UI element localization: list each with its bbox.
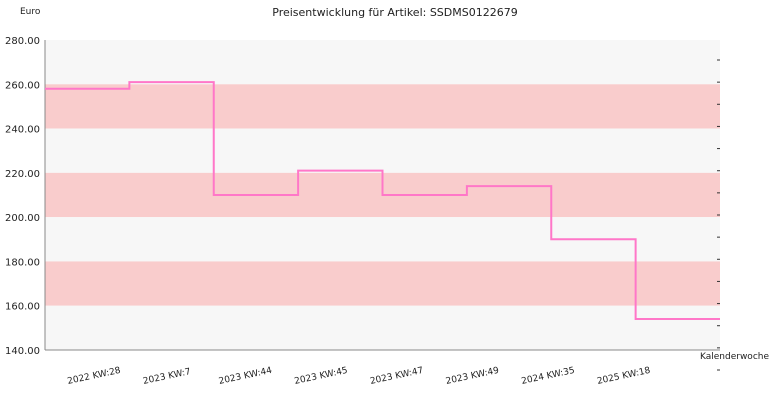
x-tick-label: 2023 KW:45 xyxy=(294,366,349,387)
y-axis-label: Euro xyxy=(20,7,41,17)
y-tick-label: 280.00 xyxy=(5,36,40,47)
x-tick-label: 2025 KW:18 xyxy=(596,366,651,387)
background-band xyxy=(45,305,720,350)
y-tick-label: 220.00 xyxy=(5,169,40,180)
y-tick-label: 140.00 xyxy=(5,346,40,357)
y-tick-label: 180.00 xyxy=(5,257,40,268)
x-tick-label: 2023 KW:7 xyxy=(142,367,192,387)
background-band xyxy=(45,40,720,85)
x-tick-label: 2023 KW:44 xyxy=(218,366,273,387)
background-band xyxy=(45,84,720,129)
series-line-price xyxy=(45,81,720,320)
x-axis-label: Kalenderwoche xyxy=(700,352,769,362)
y-tick-label: 200.00 xyxy=(5,213,40,224)
right-minor-ticks xyxy=(717,59,720,371)
background-band xyxy=(45,128,720,173)
background-band xyxy=(45,261,720,306)
y-tick-label: 260.00 xyxy=(5,80,40,91)
x-tick-label: 2023 KW:49 xyxy=(445,366,500,387)
y-tick-label: 240.00 xyxy=(5,125,40,136)
x-tick-labels: 2022 KW:28 2023 KW:7 2023 KW:44 2023 KW:45 2… xyxy=(67,366,652,387)
x-tick-label: 2024 KW:35 xyxy=(521,366,576,387)
y-tick-labels: 280.00 260.00 240.00 220.00 200.00 180.00 160.… xyxy=(5,36,40,357)
y-tick-label: 160.00 xyxy=(5,302,40,313)
x-tick-label: 2023 KW:47 xyxy=(369,366,424,387)
x-tick-label: 2022 KW:28 xyxy=(67,366,122,387)
chart-title: Preisentwicklung für Artikel: SSDMS01226… xyxy=(272,6,517,19)
